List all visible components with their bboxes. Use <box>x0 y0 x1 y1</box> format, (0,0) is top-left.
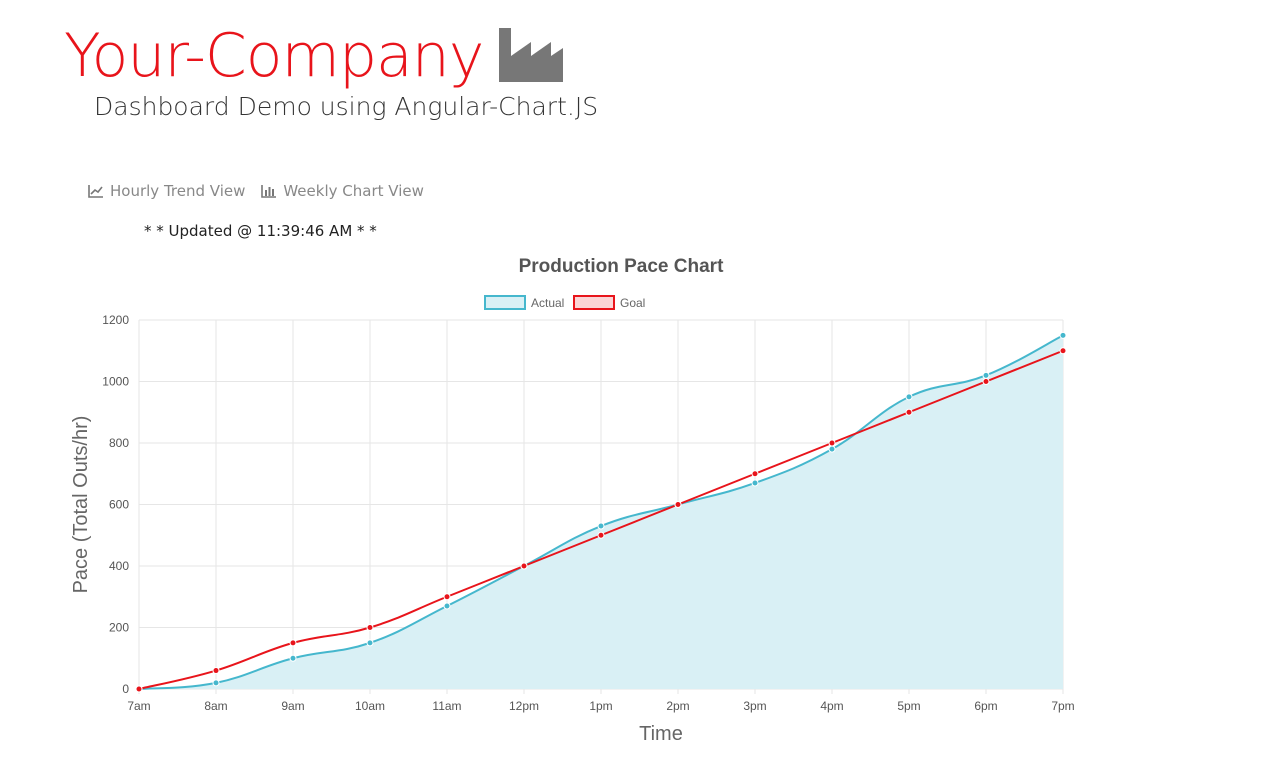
data-point-goal <box>751 470 759 478</box>
data-point-goal <box>982 378 990 385</box>
data-point-actual <box>443 602 451 610</box>
data-point-goal <box>674 501 682 508</box>
x-tick-label: 9am <box>281 699 304 713</box>
x-tick-label: 10am <box>355 699 385 713</box>
y-tick-label: 600 <box>109 498 129 512</box>
tab-weekly-chart[interactable]: Weekly Chart View <box>261 182 424 200</box>
tab-hourly-label: Hourly Trend View <box>110 182 246 200</box>
y-axis-label: Pace (Total Outs/hr) <box>70 416 92 594</box>
y-tick-label: 400 <box>109 559 129 573</box>
data-point-goal <box>905 408 913 416</box>
x-tick-label: 11am <box>432 699 461 713</box>
data-point-actual <box>1059 331 1067 339</box>
data-point-goal <box>1059 347 1067 355</box>
y-tick-label: 800 <box>109 436 129 450</box>
chart-title: Production Pace Chart <box>519 256 724 277</box>
x-tick-label: 4pm <box>820 699 843 713</box>
data-point-goal <box>828 439 836 447</box>
data-point-actual <box>828 445 836 453</box>
series-area-actual <box>139 335 1063 689</box>
data-point-goal <box>366 624 374 631</box>
y-tick-label: 1200 <box>102 313 129 327</box>
tab-weekly-label: Weekly Chart View <box>283 182 424 200</box>
data-point-goal <box>443 593 451 601</box>
legend-swatch-goal <box>573 295 615 310</box>
brand: Your-Company <box>64 18 565 94</box>
legend-label-goal: Goal <box>620 296 645 310</box>
factory-icon <box>499 28 564 82</box>
data-point-actual <box>212 679 220 687</box>
x-axis-label: Time <box>639 723 683 745</box>
data-point-goal <box>289 639 297 647</box>
bar-chart-icon <box>261 185 277 198</box>
data-point-goal <box>212 667 220 675</box>
x-tick-label: 7pm <box>1051 699 1074 713</box>
page-subtitle: Dashboard Demo using Angular-Chart.JS <box>94 92 599 121</box>
brand-title: Your-Company <box>64 21 484 91</box>
x-tick-label: 8am <box>204 699 227 713</box>
x-tick-label: 12pm <box>509 699 539 713</box>
data-point-actual <box>366 639 374 647</box>
y-tick-label: 1000 <box>102 375 129 389</box>
tab-hourly-trend[interactable]: Hourly Trend View <box>88 182 245 200</box>
data-point-goal <box>520 562 528 570</box>
data-point-goal <box>135 685 143 693</box>
legend-label-actual: Actual <box>531 296 564 310</box>
data-point-actual <box>289 654 297 662</box>
x-tick-label: 2pm <box>666 699 689 713</box>
y-tick-label: 0 <box>122 682 129 696</box>
data-point-goal <box>597 531 605 539</box>
data-point-actual <box>982 371 990 379</box>
line-chart-icon <box>88 185 103 198</box>
updated-status: * * Updated @ 11:39:46 AM * * <box>144 222 377 240</box>
y-tick-label: 200 <box>109 621 129 635</box>
data-point-actual <box>905 393 913 401</box>
data-point-actual <box>597 522 605 530</box>
x-tick-label: 7am <box>127 699 150 713</box>
view-tabs: Hourly Trend View Weekly Chart View <box>88 182 424 200</box>
x-tick-label: 5pm <box>897 699 920 713</box>
x-tick-label: 6pm <box>974 699 997 713</box>
legend-swatch-actual <box>484 295 526 310</box>
x-tick-label: 1pm <box>589 699 612 713</box>
data-point-actual <box>751 479 759 487</box>
x-tick-label: 3pm <box>743 699 766 713</box>
